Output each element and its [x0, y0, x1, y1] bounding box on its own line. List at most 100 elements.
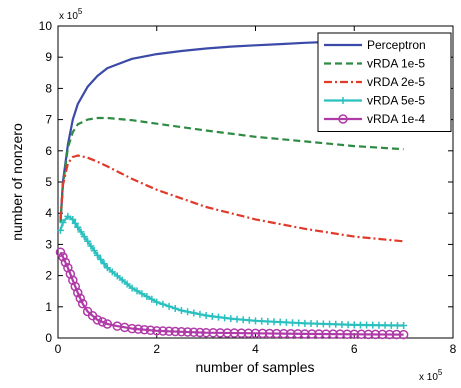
series-vrda-1e-4 [55, 247, 409, 340]
data-point [77, 298, 88, 309]
data-point [69, 215, 77, 223]
y-axis-title: number of nonzero [9, 123, 25, 241]
legend-entry: vRDA 5e-5 [324, 94, 425, 108]
data-point [159, 300, 167, 308]
data-point [229, 328, 240, 338]
series-vrda-5e-5 [56, 212, 408, 330]
x-axis-title: number of samples [195, 359, 314, 375]
data-point [301, 319, 309, 327]
data-point [363, 321, 371, 329]
data-point [344, 321, 352, 329]
x-tick-label: 8 [450, 342, 457, 356]
legend-label: vRDA 2e-5 [367, 75, 425, 89]
series-layer [55, 38, 409, 340]
x-tick-label: 0 [55, 342, 62, 356]
data-point [70, 281, 81, 292]
data-point [138, 290, 146, 298]
data-point [165, 302, 173, 310]
data-point [332, 320, 340, 328]
y-tick-label: 0 [45, 331, 52, 345]
data-point [133, 324, 143, 334]
data-point [71, 219, 79, 227]
y-tick-label: 2 [45, 269, 52, 283]
data-point [214, 313, 222, 321]
legend-label: vRDA 1e-5 [367, 57, 425, 71]
data-point [139, 324, 150, 335]
legend-marker [338, 114, 348, 124]
data-point [221, 314, 229, 322]
legend-entry: vRDA 2e-5 [324, 75, 425, 89]
legend-entry: Perceptron [324, 38, 426, 52]
data-point [236, 328, 247, 338]
data-point [65, 269, 76, 279]
data-point [75, 293, 85, 303]
x-multiplier-exponent: 5 [438, 368, 443, 377]
legend-label: Perceptron [367, 38, 426, 52]
data-point [239, 316, 247, 324]
data-point [103, 264, 111, 272]
data-point [264, 317, 272, 325]
data-point [94, 251, 101, 259]
data-point [243, 328, 254, 338]
data-point [370, 329, 381, 340]
data-point [369, 321, 377, 329]
data-point [393, 321, 401, 329]
data-point [289, 319, 297, 327]
legend-label: vRDA 1e-4 [367, 112, 425, 126]
data-point [145, 325, 156, 336]
data-point [326, 320, 334, 328]
y-tick-label: 1 [45, 300, 52, 314]
y-tick-label: 9 [45, 50, 52, 64]
data-point [356, 321, 364, 329]
data-point [92, 315, 103, 325]
legend-entry: vRDA 1e-4 [324, 112, 425, 126]
data-point [319, 320, 327, 328]
data-point [118, 276, 126, 284]
data-point [258, 317, 266, 325]
data-point [264, 328, 275, 339]
data-point [215, 328, 225, 338]
x-tick-label: 2 [153, 342, 160, 356]
y-tick-label: 3 [45, 237, 52, 251]
data-point [84, 237, 92, 245]
data-point [227, 315, 235, 323]
data-point [87, 242, 95, 250]
data-point [384, 329, 395, 340]
data-point [73, 288, 83, 298]
series-perceptron [59, 38, 379, 223]
data-point [60, 257, 71, 268]
series-vrda-1e-5 [59, 116, 404, 223]
data-point [123, 280, 131, 288]
x-axis-multiplier: x 105 [419, 368, 443, 383]
data-point [97, 317, 108, 327]
data-point [349, 329, 359, 340]
data-point [250, 328, 261, 339]
data-point [321, 329, 331, 339]
data-point [90, 247, 98, 255]
data-point [102, 319, 113, 329]
data-point [74, 223, 82, 231]
data-point [170, 326, 181, 337]
data-point [222, 328, 233, 338]
data-point [176, 327, 187, 337]
data-point [293, 329, 303, 339]
legend-entry: vRDA 1e-5 [324, 57, 425, 71]
y-tick-label: 4 [45, 206, 52, 220]
data-point [313, 320, 321, 328]
x-multiplier-base: x 10 [419, 372, 438, 383]
data-point [208, 312, 216, 320]
data-point [375, 321, 383, 329]
data-point [350, 321, 358, 329]
data-point [338, 321, 346, 329]
data-point [196, 310, 204, 318]
data-point [127, 323, 137, 334]
data-point [201, 327, 211, 338]
y-axis-multiplier: x 105 [59, 7, 83, 22]
data-point [314, 329, 324, 339]
data-point [80, 233, 88, 241]
legend-marker [339, 97, 347, 104]
data-point [128, 284, 136, 292]
data-point [270, 318, 278, 326]
data-point [307, 329, 317, 339]
